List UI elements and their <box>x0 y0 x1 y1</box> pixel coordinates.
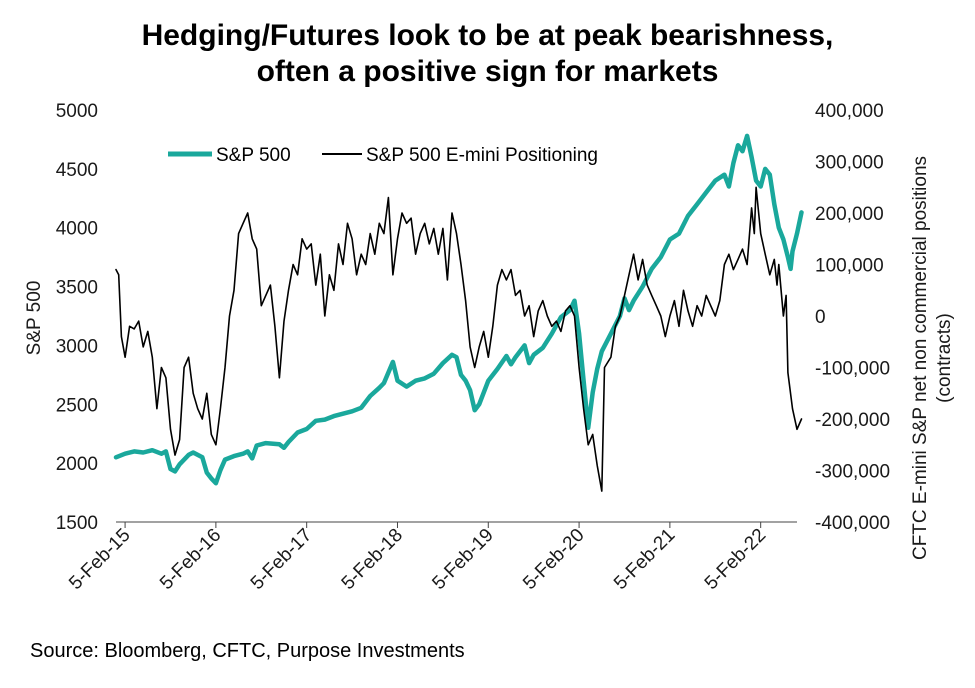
y-right-tick-label: -300,000 <box>815 462 890 483</box>
y-right-axis-ticks: -400,000 -300,000 -200,000 -100,000 0 100,000… <box>815 101 890 534</box>
x-tick-label: 5-Feb-17 <box>247 525 316 594</box>
chart-title: Hedging/Futures look to be at peak beari… <box>0 18 975 90</box>
series-emini-positioning-line <box>115 186 803 492</box>
y-left-tick-label: 4500 <box>56 160 98 181</box>
x-tick-label: 5-Feb-19 <box>428 525 497 594</box>
y-left-tick-label: 2000 <box>56 454 98 475</box>
y-right-tick-label: 400,000 <box>815 101 884 122</box>
legend-label-emini: S&P 500 E-mini Positioning <box>366 145 598 166</box>
y-right-tick-label: -100,000 <box>815 359 890 380</box>
chart-title-line-2: often a positive sign for markets <box>256 55 719 88</box>
x-tick-label: 5-Feb-18 <box>338 525 407 594</box>
x-tick-label: 5-Feb-16 <box>156 525 225 594</box>
x-axis-ticks: 5-Feb-15 5-Feb-16 5-Feb-17 5-Feb-18 5-Feb-19… <box>65 522 770 594</box>
y-left-tick-label: 3000 <box>56 336 98 357</box>
y-right-tick-label: 200,000 <box>815 204 884 225</box>
y-left-tick-label: 1500 <box>56 513 98 534</box>
x-tick-label: 5-Feb-20 <box>519 525 588 594</box>
y-right-tick-label: 300,000 <box>815 153 884 174</box>
y-left-tick-label: 2500 <box>56 395 98 416</box>
x-tick-label: 5-Feb-21 <box>610 525 679 594</box>
y-right-tick-label: 0 <box>815 307 826 328</box>
x-tick-label: 5-Feb-22 <box>701 525 770 594</box>
x-tick-label: 5-Feb-15 <box>65 525 134 594</box>
y-right-axis-label-line-2: (contracts) <box>934 313 955 403</box>
legend: S&P 500 S&P 500 E-mini Positioning <box>168 145 598 166</box>
y-left-axis-label: S&P 500 <box>24 281 45 356</box>
y-right-tick-label: -200,000 <box>815 410 890 431</box>
y-left-axis-ticks: 1500 2000 2500 3000 3500 4000 4500 5000 <box>56 101 98 534</box>
chart-title-line-1: Hedging/Futures look to be at peak beari… <box>141 19 834 52</box>
y-right-tick-label: 100,000 <box>815 256 884 277</box>
y-left-tick-label: 5000 <box>56 101 98 122</box>
source-note: Source: Bloomberg, CFTC, Purpose Investm… <box>30 640 465 662</box>
y-left-tick-label: 3500 <box>56 278 98 299</box>
legend-label-sp500: S&P 500 <box>216 145 291 166</box>
series-sp500-line <box>113 133 804 486</box>
y-left-tick-label: 4000 <box>56 219 98 240</box>
y-right-tick-label: -400,000 <box>815 513 890 534</box>
y-right-axis-label-line-1: CFTC E-mini S&P net non commercial posit… <box>910 156 931 560</box>
plot-area <box>113 133 804 492</box>
